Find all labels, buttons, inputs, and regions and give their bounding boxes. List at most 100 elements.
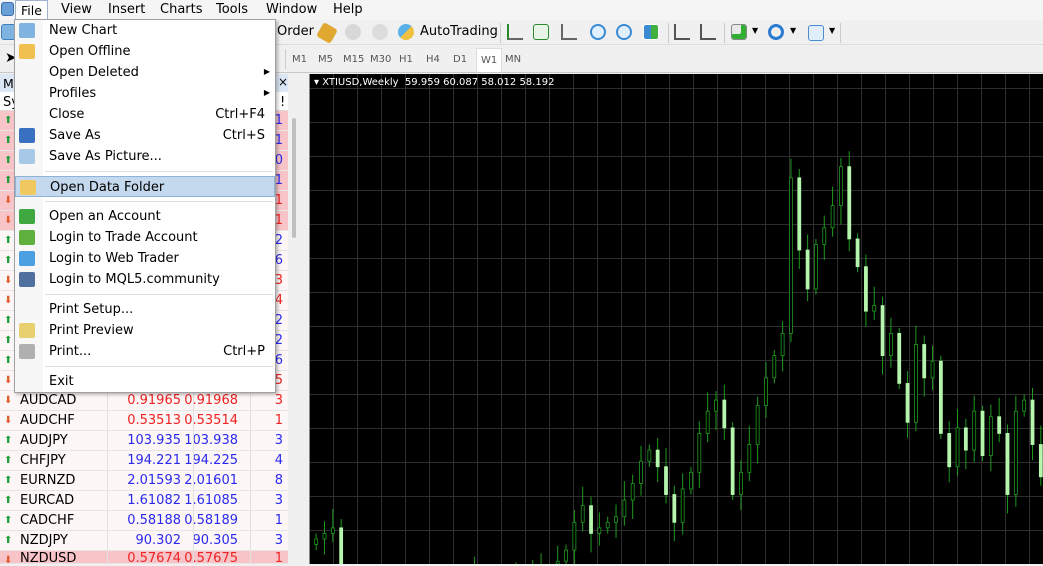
- candle-body-bull: [714, 399, 718, 412]
- chevron-down-icon[interactable]: ▼: [752, 26, 759, 35]
- autoscroll-icon[interactable]: [700, 24, 716, 40]
- scrollbar-thumb[interactable]: [292, 118, 296, 238]
- menu-item-print-preview[interactable]: Print Preview: [15, 320, 275, 341]
- chart-menu-icon[interactable]: ▾: [314, 77, 323, 88]
- mql5-icon: [19, 272, 35, 287]
- tile-windows-icon[interactable]: [643, 24, 659, 40]
- close-icon[interactable]: ×: [278, 75, 289, 89]
- candle: [797, 168, 802, 269]
- market-watch-row[interactable]: ⬆ CADCHF 0.58188 0.58189 1: [0, 511, 288, 531]
- line-chart-icon[interactable]: [561, 24, 577, 40]
- timeframe-mn[interactable]: MN: [505, 54, 522, 65]
- chart-shift-icon[interactable]: [674, 24, 690, 40]
- market-watch-scrollbar[interactable]: [290, 112, 298, 564]
- candlestick-icon[interactable]: [533, 24, 549, 40]
- menu-item-close[interactable]: Close Ctrl+F4: [15, 104, 275, 125]
- menu-item-save-as[interactable]: Save As Ctrl+S: [15, 125, 275, 146]
- candle-body-bull: [814, 244, 818, 290]
- candle-body-bear: [847, 166, 852, 240]
- candle-body-bull: [580, 505, 585, 523]
- menu-insert[interactable]: Insert: [108, 2, 146, 17]
- arrow-down-icon: ⬇: [4, 215, 13, 226]
- market-watch-row[interactable]: ⬆ AUDJPY 103.935 103.938 3: [0, 431, 288, 451]
- menu-item-label: Open Offline: [49, 44, 131, 59]
- candle-body-bull: [930, 360, 935, 379]
- market-watch-row[interactable]: ⬇ AUDCAD 0.91965 0.91968 3: [0, 391, 288, 411]
- candle-body-bear: [339, 527, 344, 564]
- periods-icon[interactable]: [768, 24, 784, 40]
- candle: [1038, 425, 1043, 486]
- candle: [880, 296, 885, 375]
- menu-item-login-to-web-trader[interactable]: Login to Web Trader: [15, 248, 275, 269]
- menu-item-open-data-folder[interactable]: Open Data Folder: [15, 176, 275, 197]
- menu-view[interactable]: View: [61, 2, 92, 17]
- candle-body-bull: [597, 527, 602, 534]
- market-watch-row[interactable]: ⬆ EURNZD 2.01593 2.01601 8: [0, 471, 288, 491]
- autotrading-button[interactable]: AutoTrading: [420, 24, 498, 39]
- chart-window[interactable]: ▾ XTIUSD,Weekly 59.959 60.087 58.012 58.…: [309, 74, 1043, 564]
- candle: [972, 395, 977, 463]
- column-spread[interactable]: !: [280, 95, 286, 110]
- menu-item-login-to-mql5-community[interactable]: Login to MQL5.community: [15, 269, 275, 290]
- bar-chart-icon[interactable]: [507, 24, 523, 40]
- timeframe-h1[interactable]: H1: [399, 54, 413, 65]
- market-watch-row[interactable]: ⬆ EURCAD 1.61082 1.61085 3: [0, 491, 288, 511]
- menu-item-print[interactable]: Print... Ctrl+P: [15, 341, 275, 362]
- candle-body-bear: [672, 494, 677, 523]
- signal-icon[interactable]: [345, 24, 361, 40]
- new-chart-icon: [19, 23, 35, 38]
- menu-help[interactable]: Help: [333, 2, 363, 17]
- bid: 194.221: [127, 453, 181, 468]
- menu-item-profiles[interactable]: Profiles ▶: [15, 83, 275, 104]
- new-order-button[interactable]: Order: [277, 24, 314, 39]
- timeframe-m15[interactable]: M15: [343, 54, 365, 65]
- timeframe-w1[interactable]: W1: [476, 48, 503, 72]
- candle-body-bull: [972, 410, 977, 451]
- menu-item-save-as-picture[interactable]: Save As Picture...: [15, 146, 275, 167]
- expert-icon[interactable]: [316, 22, 338, 44]
- market-watch-row[interactable]: ⬇ NZDUSD 0.57674 0.57675 1: [0, 551, 288, 566]
- timeframe-m5[interactable]: M5: [318, 54, 333, 65]
- chevron-down-icon[interactable]: ▼: [790, 26, 797, 35]
- templates-icon[interactable]: [808, 25, 824, 41]
- candle: [822, 215, 827, 261]
- open-folder-icon: [19, 44, 35, 59]
- menu-item-open-an-account[interactable]: Open an Account: [15, 206, 275, 227]
- menu-item-new-chart[interactable]: New Chart: [15, 20, 275, 41]
- app-icon: [1, 2, 14, 16]
- menu-window[interactable]: Window: [266, 2, 318, 17]
- menu-item-label: Open Data Folder: [50, 180, 165, 195]
- timeframe-m1[interactable]: M1: [292, 54, 307, 65]
- candle-body-bull: [605, 521, 610, 529]
- timeframe-d1[interactable]: D1: [453, 54, 468, 65]
- market-icon[interactable]: [372, 24, 388, 40]
- menu-item-open-offline[interactable]: Open Offline: [15, 41, 275, 62]
- menu-charts[interactable]: Charts: [160, 2, 203, 17]
- zoom-in-icon[interactable]: [590, 24, 606, 40]
- menu-item-login-to-trade-account[interactable]: Login to Trade Account: [15, 227, 275, 248]
- menu-item-exit[interactable]: Exit: [15, 371, 275, 392]
- bid: 0.53513: [127, 413, 181, 428]
- save-icon: [19, 128, 35, 143]
- market-watch-row[interactable]: ⬆ CHFJPY 194.221 194.225 4: [0, 451, 288, 471]
- zoom-out-icon[interactable]: [616, 24, 632, 40]
- candle: [839, 157, 843, 225]
- menu-tools[interactable]: Tools: [216, 2, 249, 17]
- market-watch-row[interactable]: ⬆ NZDJPY 90.302 90.305 3: [0, 531, 288, 551]
- menu-item-open-deleted[interactable]: Open Deleted ▶: [15, 62, 275, 83]
- autotrading-icon[interactable]: [398, 24, 414, 40]
- menu-file[interactable]: File: [15, 0, 48, 20]
- spread: 2: [274, 333, 283, 348]
- menu-item-print-setup[interactable]: Print Setup...: [15, 299, 275, 320]
- market-watch-row[interactable]: ⬇ AUDCHF 0.53513 0.53514 1: [0, 411, 288, 431]
- candle: [947, 421, 952, 483]
- chevron-down-icon[interactable]: ▼: [829, 26, 836, 35]
- candle: [730, 422, 735, 501]
- timeframe-h4[interactable]: H4: [426, 54, 440, 65]
- spread: 4: [274, 453, 283, 468]
- timeframe-m30[interactable]: M30: [370, 54, 392, 65]
- cursor-icon[interactable]: ➤: [5, 50, 17, 66]
- candle-body-bull: [314, 538, 319, 545]
- indicators-icon[interactable]: [731, 24, 747, 40]
- print-preview-icon: [19, 323, 35, 338]
